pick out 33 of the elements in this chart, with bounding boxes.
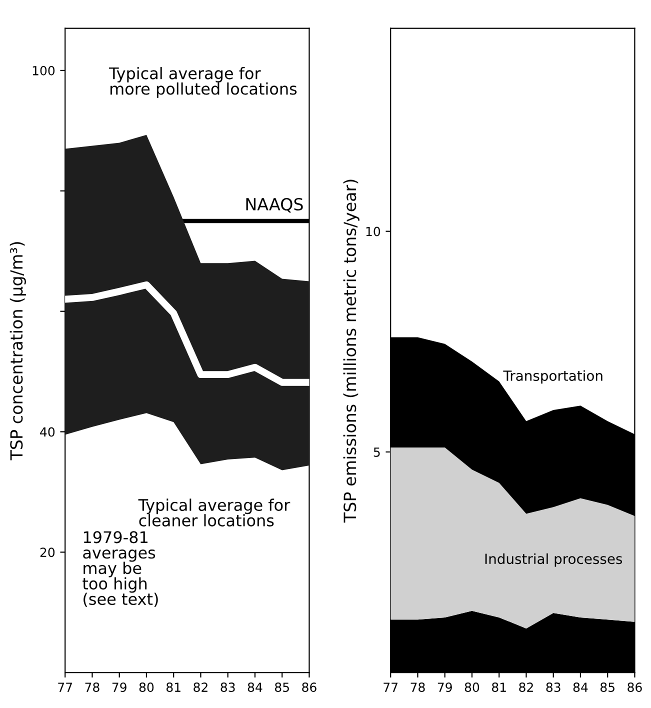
x-tick-label: 81 [492,682,506,692]
x-tick-label: 79 [438,682,452,692]
x-tick-label: 78 [410,682,425,692]
y-axis-title: TSP concentration (µg/m³) [10,242,26,460]
x-tick-label: 85 [274,682,289,692]
annotation: Typical average for cleaner locations [138,498,290,526]
x-tick-label: 85 [600,682,614,692]
series-label: Transportation [503,370,602,384]
x-tick-label: 86 [302,682,316,692]
x-tick-label: 83 [220,682,235,692]
y-tick-label: 100 [32,66,55,76]
x-tick-label: 79 [112,682,126,692]
x-tick-label: 82 [194,682,208,692]
y-axis-title: TSP emissions (millions metric tons/year) [343,180,360,523]
y-tick-label: 5 [374,448,380,457]
x-tick-label: 84 [248,682,262,692]
y-tick-label: 40 [40,427,55,437]
x-tick-label: 81 [166,682,180,692]
series-label: Industrial processes [485,553,622,567]
x-tick-label: 80 [139,682,154,692]
x-tick-label: 86 [628,682,642,692]
y-tick-label: 10 [366,226,380,236]
x-tick-label: 80 [464,682,480,692]
annotation: Typical average for more polluted locations [108,66,297,98]
x-tick-label: 84 [573,682,588,692]
x-tick-label: 83 [546,682,560,692]
ref-line-label: NAAQS [246,198,303,212]
x-tick-label: 77 [384,682,398,692]
x-tick-label: 77 [58,682,72,692]
y-tick-label: 20 [40,548,55,558]
annotation: 1979-81 averages may be too high (see text) [82,531,158,607]
x-tick-label: 78 [85,682,100,692]
x-tick-label: 82 [519,682,533,692]
